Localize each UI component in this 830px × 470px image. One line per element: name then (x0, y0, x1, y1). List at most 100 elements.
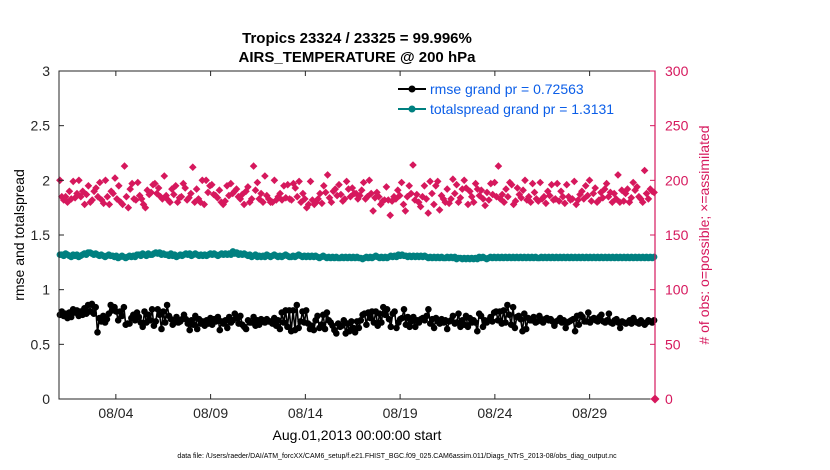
x-tick-label: 08/19 (383, 405, 418, 421)
rmse-point (400, 306, 408, 313)
obs-origin-point (650, 394, 660, 404)
obs-point (456, 194, 465, 202)
obs-point (170, 190, 178, 199)
obs-point (124, 203, 133, 212)
obs-point (553, 179, 561, 188)
rmse-point (237, 312, 244, 320)
rmse-point (575, 321, 583, 329)
obs-point (418, 192, 427, 201)
rmse-point (404, 313, 412, 321)
obs-point (137, 195, 146, 203)
obs-point (160, 172, 169, 180)
obs-point (118, 200, 127, 209)
obs-point (71, 194, 79, 202)
obs-point (135, 191, 144, 200)
rmse-point (585, 309, 592, 316)
obs-point (247, 195, 256, 203)
obs-point (401, 207, 410, 215)
obs-point (369, 207, 377, 215)
obs-point (454, 198, 463, 206)
rmse-point (455, 310, 462, 318)
rmse-point (190, 321, 197, 329)
x-tick-label: 08/14 (288, 405, 323, 421)
rmse-point (224, 324, 231, 332)
y-right-tick-label: 100 (665, 282, 689, 298)
obs-point (236, 195, 245, 203)
obs-point (521, 176, 529, 185)
obs-point (116, 198, 125, 206)
obs-point (244, 183, 252, 191)
rmse-point (406, 323, 413, 331)
obs-series (56, 161, 658, 220)
obs-point (587, 197, 596, 205)
rmse-point (310, 326, 318, 334)
obs-point (304, 200, 313, 209)
obs-point (162, 191, 170, 200)
obs-point (559, 192, 567, 201)
obs-point (120, 162, 129, 170)
obs-point (576, 190, 584, 199)
obs-point (302, 203, 311, 212)
rmse-point (146, 317, 154, 324)
rmse-point (348, 318, 355, 325)
obs-point (259, 198, 267, 206)
obs-point (264, 195, 273, 203)
rmse-point (135, 313, 143, 321)
obs-point (88, 196, 96, 204)
x-tick-label: 08/04 (98, 405, 133, 421)
obs-point (490, 178, 499, 187)
rmse-point (530, 313, 537, 321)
rmse-point (363, 321, 370, 329)
rmse-point (323, 309, 331, 316)
obs-point (318, 199, 326, 208)
rmse-point (242, 325, 250, 333)
y-right-tick-label: 150 (665, 227, 689, 243)
rmse-point (158, 325, 165, 333)
obs-point (435, 206, 444, 214)
legend-spread-label: totalspread grand pr = 1.3131 (430, 101, 614, 117)
rmse-point (120, 303, 128, 311)
rmse-point (449, 312, 457, 320)
rmse-point (381, 311, 389, 319)
rmse-point (571, 327, 579, 335)
y-left-tick-label: 2 (42, 172, 50, 188)
rmse-point (152, 318, 160, 325)
obs-point (468, 192, 476, 201)
obs-point (293, 192, 301, 201)
obs-point (413, 190, 421, 199)
obs-point (536, 178, 544, 187)
obs-point (335, 180, 343, 189)
obs-point (173, 198, 182, 206)
rmse-point (479, 323, 487, 331)
rmse-point (474, 327, 481, 335)
obs-point (190, 198, 199, 206)
rmse-point (160, 308, 167, 315)
rmse-point (173, 313, 180, 321)
obs-point (92, 184, 100, 192)
obs-point (147, 188, 155, 197)
obs-point (134, 178, 142, 187)
rmse-point (504, 301, 511, 309)
obs-point (217, 198, 226, 206)
obs-point (115, 182, 123, 190)
legend: rmse grand pr = 0.72563 totalspread gran… (390, 78, 648, 122)
rmse-point (276, 325, 284, 333)
obs-point (316, 189, 324, 198)
obs-point (640, 166, 649, 175)
obs-point (494, 162, 503, 170)
rmse-point (517, 315, 524, 323)
obs-point (570, 177, 579, 186)
rmse-point (366, 314, 374, 322)
obs-point (526, 198, 535, 206)
obs-point (356, 191, 364, 200)
obs-point (411, 196, 419, 204)
rmse-point (114, 317, 122, 324)
rmse-point (193, 325, 201, 333)
rmse-point (387, 323, 395, 331)
obs-point (251, 186, 260, 194)
rmse-point (509, 303, 517, 311)
chart-title-line2: AIRS_TEMPERATURE @ 200 hPa (239, 49, 477, 66)
obs-point (189, 163, 197, 171)
obs-point (562, 180, 571, 189)
obs-point (287, 196, 296, 204)
